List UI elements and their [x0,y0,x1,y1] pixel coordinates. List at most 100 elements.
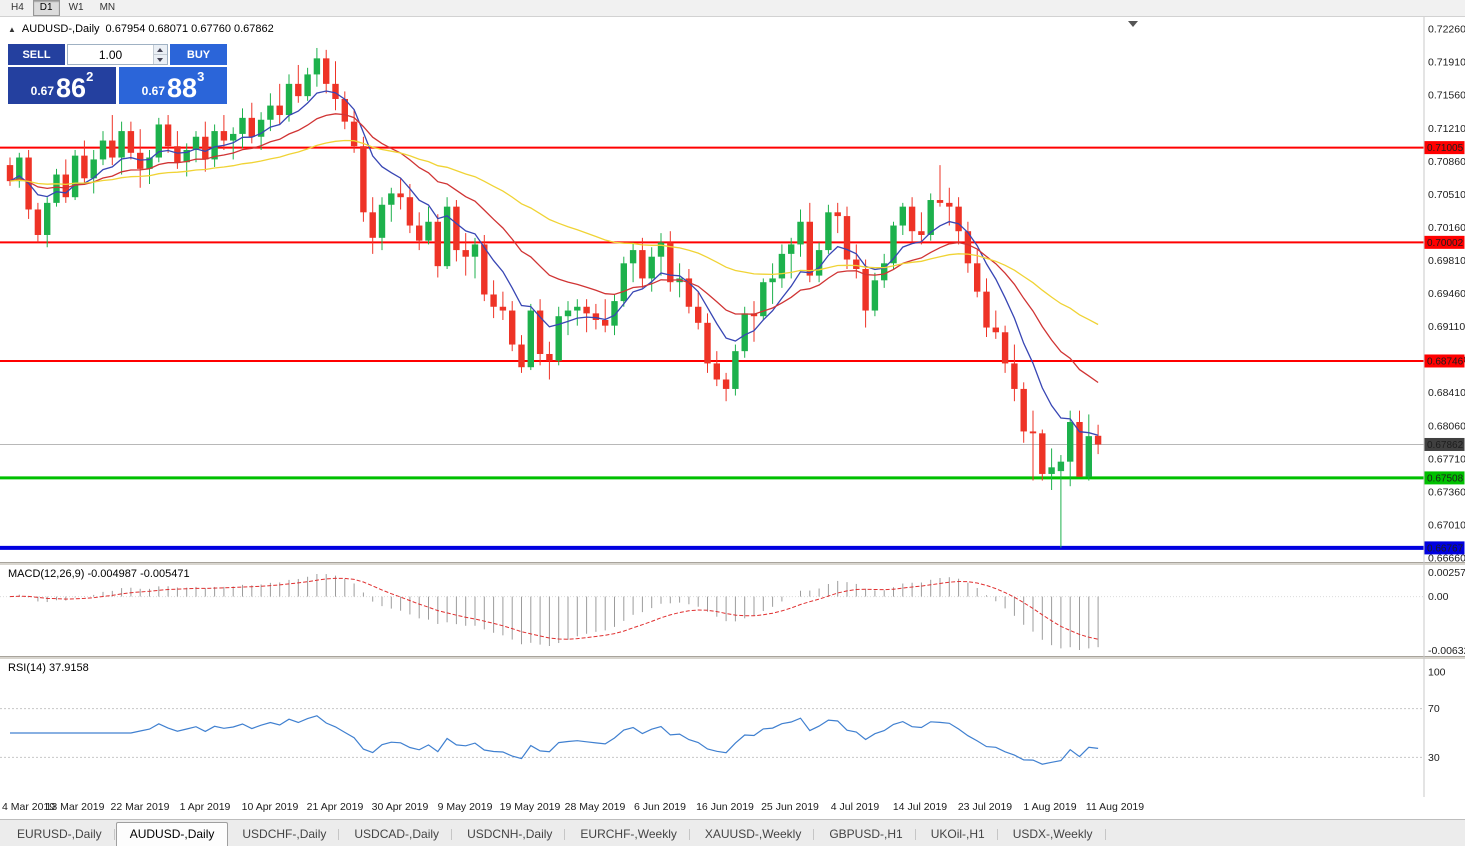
candle-body [285,83,293,116]
level-price-badge-label: 0.68746 [1427,356,1464,367]
candle-body [127,131,135,153]
candle-body [788,244,795,254]
chart-tab-usdcnh-daily[interactable]: USDCNH-,Daily [453,822,566,846]
rsi-line [10,715,1099,765]
candle-body [146,157,153,169]
candle-body [369,212,376,238]
candle-body [323,58,330,84]
pane-separator[interactable] [0,562,1465,565]
candle-body [499,306,507,311]
buy-price-tile[interactable]: 0.67 88 3 [119,67,227,104]
date-axis[interactable]: 4 Mar 2019 13 Mar 2019 22 Mar 2019 1 Apr 20… [0,797,1424,819]
candle-body [704,322,711,364]
chart-tab-eurchf-weekly[interactable]: EURCHF-,Weekly [566,822,691,846]
macd-indicator-label: MACD(12,26,9) -0.004987 -0.005471 [8,568,190,580]
candle-body [304,74,311,97]
chart-tab-usdx-weekly[interactable]: USDX-,Weekly [999,822,1107,846]
timeframe-button-h4[interactable]: H4 [11,2,24,13]
candle-body [174,146,181,163]
price-axis-label: 0.68410 [1428,387,1465,399]
level-price-badge-label: 0.67508 [1427,473,1464,484]
volume-down-icon[interactable] [154,55,167,64]
candle-body [546,353,553,361]
sell-button[interactable]: SELL [8,44,65,65]
candle-body [769,278,776,283]
level-price-badge-label: 0.66767 [1427,543,1464,554]
buy-button[interactable]: BUY [170,44,227,65]
volume-input[interactable] [68,45,153,64]
price-axis-label: 0.70160 [1428,222,1465,234]
candle-body [611,301,618,326]
chart-tab-audusd-daily[interactable]: AUDUSD-,Daily [115,822,229,846]
candle-body [71,155,79,198]
candle-body [313,58,321,75]
macd-axis-min: -0.006326 [1428,645,1465,657]
candle-body [732,351,739,389]
chart-tabbar: EURUSD-,Daily AUDUSD-,Daily USDCHF-,Daily U… [0,819,1465,846]
timeframe-button-d1[interactable]: D1 [32,0,60,16]
rsi-axis-100: 100 [1428,667,1446,679]
macd-histogram [18,574,1099,650]
candle-body [443,206,451,267]
candle-body [992,327,999,333]
candle-body [276,105,283,116]
chart-tab-ukoil-h1[interactable]: UKOil-,H1 [917,822,999,846]
candle-body [118,131,125,158]
volume-field [67,44,168,65]
sell-price-prefix: 0.67 [30,84,55,98]
candle-body [388,193,395,205]
candle-body [239,117,246,134]
candle-body [481,244,488,295]
candle-body [183,149,190,163]
timeframe-button-w1[interactable]: W1 [68,2,84,13]
candle-body [908,206,916,232]
date-axis-label: 13 Mar 2019 [45,801,105,813]
candle-body [16,157,23,182]
candle-body [722,379,730,389]
date-axis-label: 19 May 2019 [499,801,561,813]
date-axis-label: 9 May 2019 [437,801,493,813]
buy-price-big: 88 [167,73,198,103]
candlestick-series [6,47,1102,548]
price-axis-label: 0.67360 [1428,486,1465,498]
timeframe-button-mn[interactable]: MN [99,2,116,13]
candle-body [955,206,962,232]
chart-symbol-period: AUDUSD-,Daily [21,23,100,35]
candle-body [220,131,228,141]
date-axis-label: 22 Mar 2019 [110,801,170,813]
candle-body [899,206,906,226]
candle-body [648,256,655,279]
chart-tab-gbpusd-h1[interactable]: GBPUSD-,H1 [815,822,917,846]
date-axis-label: 21 Apr 2019 [306,801,364,813]
sell-price-tile[interactable]: 0.67 86 2 [8,67,116,104]
chart-tab-xauusd-weekly[interactable]: XAUUSD-,Weekly [691,822,815,846]
current-price-badge-label: 0.67862 [1427,440,1464,451]
pane-separator[interactable] [0,656,1465,659]
current-price-badge [1424,437,1465,451]
candle-body [44,202,51,235]
date-axis-label: 4 Mar 2019 [2,801,56,813]
candle-body [806,221,813,276]
candle-body [211,131,218,160]
price-axis-label: 0.70510 [1428,189,1465,201]
candle-body [137,152,144,169]
volume-up-icon[interactable] [154,45,167,55]
candle-body [695,306,702,323]
price-chart-svg: 0.72260 0.71910 0.71560 0.71210 0.70860 0.705… [0,17,1465,797]
candle-body [760,282,767,317]
chart-tab-eurusd-daily[interactable]: EURUSD-,Daily [3,822,116,846]
panel-collapse-icon[interactable]: ▲ [8,24,16,34]
period-toolbar: H4 D1 W1 MN [0,0,1465,17]
candle-body [1057,461,1065,472]
chart-tab-usdcad-daily[interactable]: USDCAD-,Daily [340,822,453,846]
macd-axis-max: 0.002574 [1428,567,1465,579]
candle-body [983,291,990,328]
candle-body [936,200,944,203]
sell-price-big: 86 [56,73,87,103]
moving-average-line-50 [9,139,1099,326]
chart-shift-marker[interactable] [1128,21,1138,27]
price-axis-label: 0.69110 [1428,321,1465,333]
candle-body [890,225,897,264]
chart-tab-usdchf-daily[interactable]: USDCHF-,Daily [228,822,340,846]
